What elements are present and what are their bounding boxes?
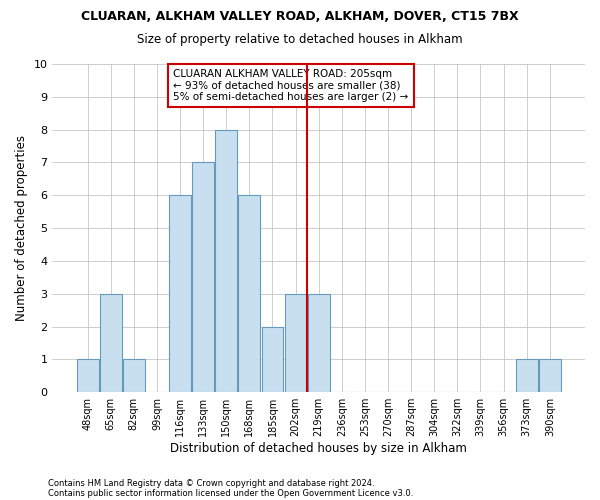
- Bar: [169, 196, 191, 392]
- Bar: [308, 294, 329, 392]
- Bar: [262, 326, 283, 392]
- Text: Contains HM Land Registry data © Crown copyright and database right 2024.: Contains HM Land Registry data © Crown c…: [48, 478, 374, 488]
- Text: Size of property relative to detached houses in Alkham: Size of property relative to detached ho…: [137, 32, 463, 46]
- Text: CLUARAN ALKHAM VALLEY ROAD: 205sqm
← 93% of detached houses are smaller (38)
5% : CLUARAN ALKHAM VALLEY ROAD: 205sqm ← 93%…: [173, 69, 409, 102]
- Bar: [77, 360, 98, 392]
- Bar: [123, 360, 145, 392]
- Bar: [284, 294, 307, 392]
- Y-axis label: Number of detached properties: Number of detached properties: [15, 135, 28, 321]
- X-axis label: Distribution of detached houses by size in Alkham: Distribution of detached houses by size …: [170, 442, 467, 455]
- Bar: [238, 196, 260, 392]
- Bar: [516, 360, 538, 392]
- Bar: [100, 294, 122, 392]
- Bar: [192, 162, 214, 392]
- Bar: [215, 130, 237, 392]
- Bar: [539, 360, 561, 392]
- Text: Contains public sector information licensed under the Open Government Licence v3: Contains public sector information licen…: [48, 488, 413, 498]
- Text: CLUARAN, ALKHAM VALLEY ROAD, ALKHAM, DOVER, CT15 7BX: CLUARAN, ALKHAM VALLEY ROAD, ALKHAM, DOV…: [81, 10, 519, 23]
